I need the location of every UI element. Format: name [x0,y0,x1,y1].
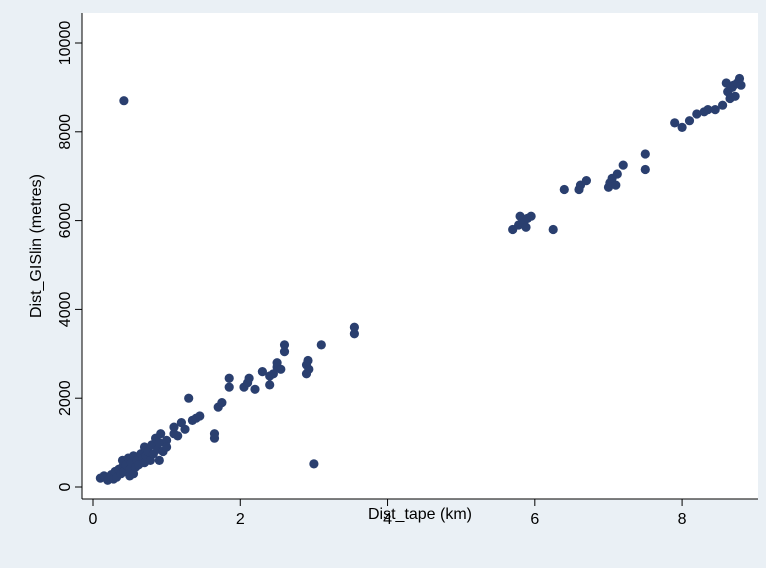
scatter-point [257,367,267,377]
x-tick-label: 6 [530,511,539,528]
scatter-point [224,373,234,383]
scatter-point [162,442,172,452]
x-tick-label: 0 [89,511,98,528]
scatter-point [217,398,227,408]
x-tick-label: 2 [236,511,245,528]
y-axis-ticks: 0 2000 4000 6000 8000 10000 [57,21,82,491]
data-points [95,73,746,485]
scatter-point [526,211,536,221]
scatter-point [250,384,260,394]
scatter-point [304,364,314,374]
scatter-point [119,96,129,106]
scatter-point [173,431,183,441]
scatter-point [612,169,622,179]
scatter-point [303,355,313,366]
scatter-point [640,164,650,175]
scatter-point [692,109,702,119]
scatter-point [670,118,680,128]
scatter-point [521,222,531,232]
scatter-point [618,160,628,170]
scatter-point [154,455,164,465]
scatter-point [611,180,621,190]
scatter-point [195,411,205,421]
y-tick-label: 0 [57,482,74,491]
scatter-point [309,459,319,469]
scatter-point [268,369,278,379]
scatter-point [730,91,740,101]
scatter-point [279,347,290,357]
scatter-point [349,329,359,339]
scatter-point [349,322,359,332]
y-tick-label: 4000 [57,292,74,328]
scatter-point [162,435,172,445]
x-axis-ticks: 0 2 4 6 8 [89,499,687,528]
scatter-point [736,80,746,90]
scatter-point [276,364,286,374]
scatter-point [180,424,190,434]
scatter-point [718,100,728,110]
scatter-point [548,224,558,235]
scatter-point [184,393,194,403]
scatter-point [710,105,720,115]
y-tick-label: 2000 [57,380,74,416]
scatter-point [265,380,275,390]
scatter-point [169,422,179,432]
x-tick-label: 4 [383,511,392,528]
scatter-point [316,340,326,350]
x-axis-title: Dist_tape (km) [368,506,472,523]
scatter-point [684,116,695,126]
scatter-point [279,340,290,350]
scatter-point [154,438,164,448]
x-tick-label: 8 [678,511,687,528]
scatter-point [677,122,687,132]
y-axis-title: Dist_GISlin (metres) [28,174,45,318]
scatter-point [224,382,234,392]
scatter-point [640,149,650,159]
scatter-point [156,429,166,439]
scatter-point [703,105,713,115]
scatter-point [559,184,569,195]
y-tick-label: 6000 [57,203,74,239]
scatter-point [209,429,220,439]
scatter-point [581,176,592,186]
y-tick-label: 10000 [57,21,74,66]
y-tick-label: 8000 [57,114,74,150]
scatter-point [244,373,254,383]
